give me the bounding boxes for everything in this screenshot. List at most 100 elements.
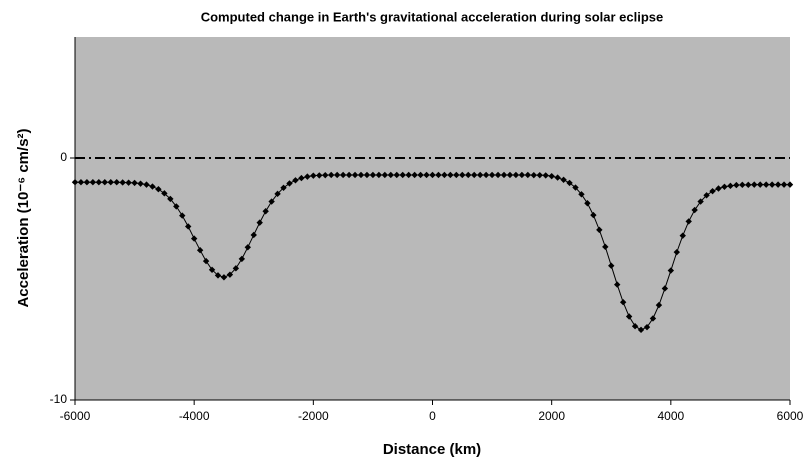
- data-marker: [703, 192, 710, 199]
- data-marker: [774, 181, 782, 188]
- data-marker: [256, 219, 263, 226]
- data-marker: [71, 179, 79, 186]
- data-marker: [411, 171, 418, 179]
- data-marker: [691, 206, 698, 214]
- data-marker: [310, 172, 317, 179]
- data-marker: [339, 171, 347, 179]
- data-marker: [649, 315, 657, 322]
- data-marker: [369, 171, 377, 179]
- data-marker: [506, 171, 514, 179]
- data-marker: [202, 257, 210, 265]
- data-marker: [322, 171, 329, 179]
- x-tick-label: 4000: [657, 409, 684, 423]
- data-marker: [667, 267, 675, 274]
- data-marker: [429, 171, 436, 179]
- data-marker: [500, 171, 508, 179]
- data-marker: [119, 179, 126, 186]
- data-marker: [286, 180, 293, 187]
- data-marker: [113, 179, 120, 186]
- data-marker: [167, 195, 174, 203]
- data-marker: [733, 181, 740, 189]
- data-marker: [161, 190, 168, 197]
- data-marker: [637, 326, 645, 334]
- data-marker: [685, 218, 692, 225]
- y-tick-label: -10: [50, 392, 68, 406]
- data-marker: [584, 200, 591, 207]
- data-marker: [602, 243, 609, 251]
- data-marker: [351, 171, 359, 179]
- data-marker: [214, 272, 222, 279]
- data-marker: [679, 232, 686, 239]
- data-marker: [697, 198, 704, 205]
- data-marker: [179, 212, 186, 219]
- data-marker: [232, 265, 240, 272]
- data-marker: [542, 172, 549, 179]
- data-marker: [298, 174, 305, 182]
- data-marker: [143, 181, 150, 188]
- data-marker: [524, 171, 532, 179]
- data-marker: [107, 179, 114, 186]
- data-marker: [333, 171, 341, 179]
- data-marker: [709, 187, 716, 195]
- data-marker: [625, 313, 633, 320]
- data-marker: [417, 171, 424, 179]
- data-marker: [548, 172, 555, 180]
- data-marker: [423, 171, 430, 179]
- data-marker: [101, 179, 108, 186]
- data-marker: [780, 181, 788, 188]
- data-marker: [405, 171, 412, 179]
- data-marker: [488, 171, 496, 179]
- data-marker: [268, 198, 275, 205]
- data-marker: [786, 181, 794, 188]
- data-marker: [304, 173, 311, 180]
- data-marker: [83, 179, 91, 186]
- data-marker: [226, 271, 234, 278]
- data-marker: [727, 182, 734, 190]
- data-marker: [721, 183, 728, 190]
- y-tick-label: 0: [60, 150, 67, 164]
- data-marker: [381, 171, 389, 179]
- x-tick-label: 2000: [538, 409, 565, 423]
- x-axis-label: Distance (km): [383, 441, 481, 458]
- data-marker: [566, 179, 573, 187]
- data-marker: [316, 172, 323, 179]
- data-marker: [95, 179, 103, 186]
- data-marker: [560, 176, 567, 183]
- data-marker: [137, 180, 144, 187]
- data-marker: [155, 186, 162, 193]
- data-marker: [751, 181, 758, 188]
- chart-title: Computed change in Earth's gravitational…: [201, 9, 664, 24]
- data-marker: [482, 171, 490, 179]
- data-marker: [328, 171, 335, 179]
- x-tick-label: -2000: [298, 409, 329, 423]
- data-marker: [655, 301, 663, 309]
- data-marker: [262, 208, 269, 215]
- data-marker: [280, 184, 287, 191]
- data-marker: [220, 274, 228, 281]
- data-marker: [715, 185, 722, 192]
- data-marker: [768, 181, 776, 188]
- data-marker: [518, 171, 526, 179]
- data-marker: [89, 179, 97, 186]
- data-marker: [292, 177, 299, 184]
- data-marker: [196, 247, 204, 254]
- data-marker: [745, 181, 752, 189]
- data-marker: [274, 190, 281, 198]
- data-marker: [345, 171, 353, 179]
- data-marker: [447, 171, 454, 179]
- data-marker: [536, 171, 543, 179]
- x-tick-label: 0: [429, 409, 436, 423]
- data-marker: [453, 171, 460, 179]
- data-marker: [530, 171, 537, 179]
- data-marker: [357, 171, 365, 179]
- data-marker: [185, 223, 192, 230]
- data-marker: [393, 171, 400, 179]
- data-marker: [614, 281, 621, 288]
- data-marker: [399, 171, 406, 179]
- y-axis-label: Acceleration (10⁻⁶ cm/s²): [15, 128, 32, 307]
- x-tick-label: 6000: [777, 409, 804, 423]
- data-marker: [572, 184, 579, 191]
- data-marker: [173, 203, 180, 210]
- data-marker: [757, 181, 764, 188]
